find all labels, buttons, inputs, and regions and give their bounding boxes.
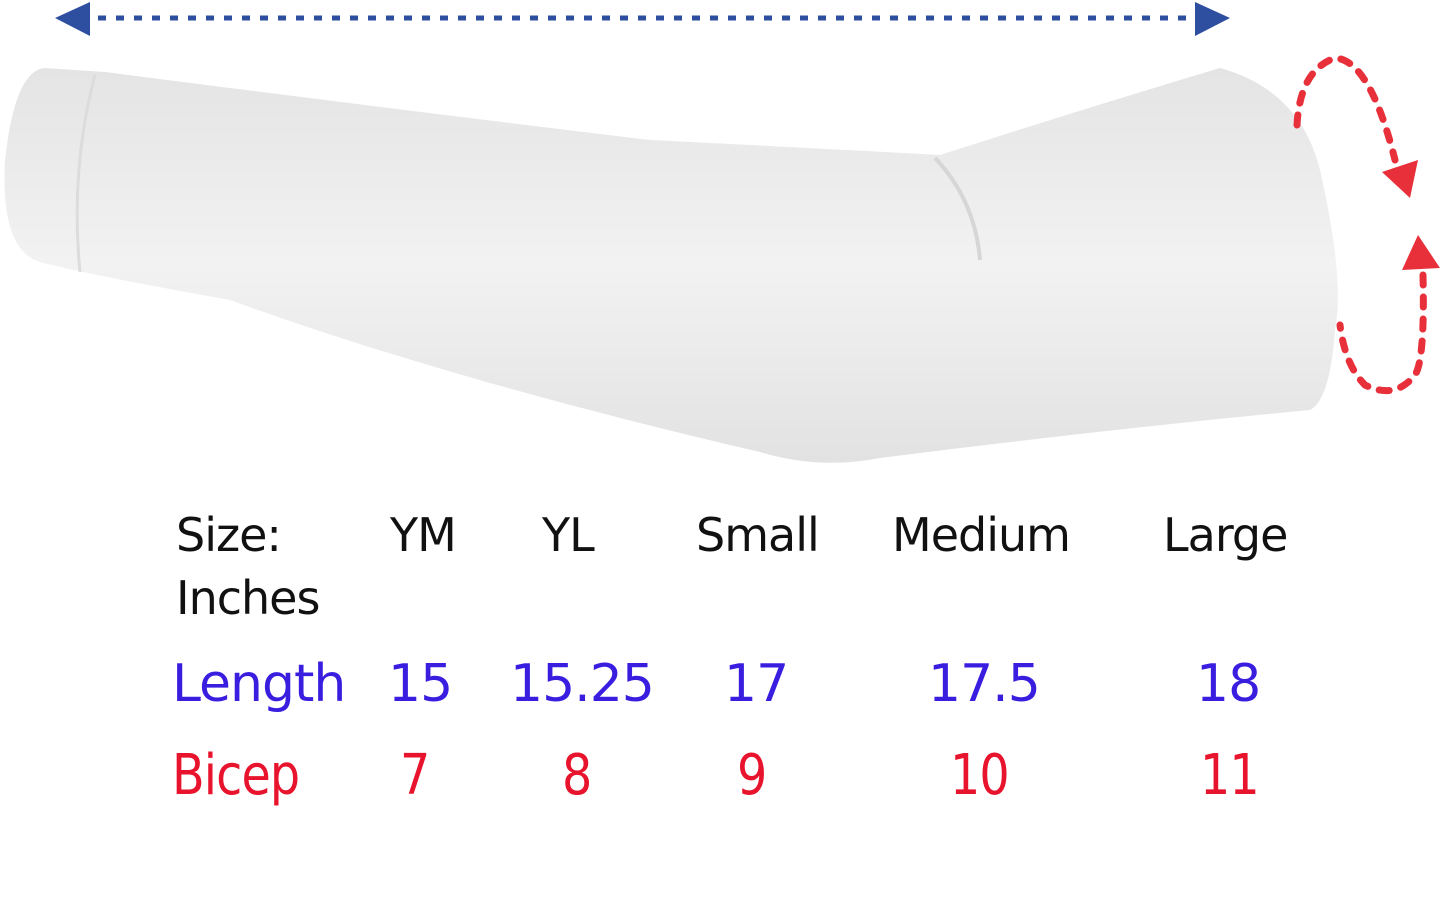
row-label-length: Length [172,654,346,714]
size-value: 9 [737,743,767,808]
size-column-header: Large [1163,508,1288,562]
size-column-header: Medium [892,508,1071,562]
row-label-bicep: Bicep [172,743,300,808]
size-value: 17 [724,654,789,714]
size-value: 8 [562,743,592,808]
size-value: 7 [400,743,430,808]
circumference-arrow-icon [1293,54,1440,395]
size-value: 10 [950,743,1010,808]
size-value: 15 [388,654,453,714]
size-value: 15.25 [510,654,655,714]
size-header-label: Size: [176,508,282,562]
size-value: 17.5 [928,654,1041,714]
size-column-header: YM [390,508,457,562]
arm-sleeve [4,68,1338,463]
size-value: 11 [1200,743,1260,808]
unit-label: Inches [176,571,320,625]
length-double-arrow-icon [55,2,1230,36]
size-column-header: YL [542,508,595,562]
size-value: 18 [1196,654,1261,714]
size-column-header: Small [696,508,820,562]
